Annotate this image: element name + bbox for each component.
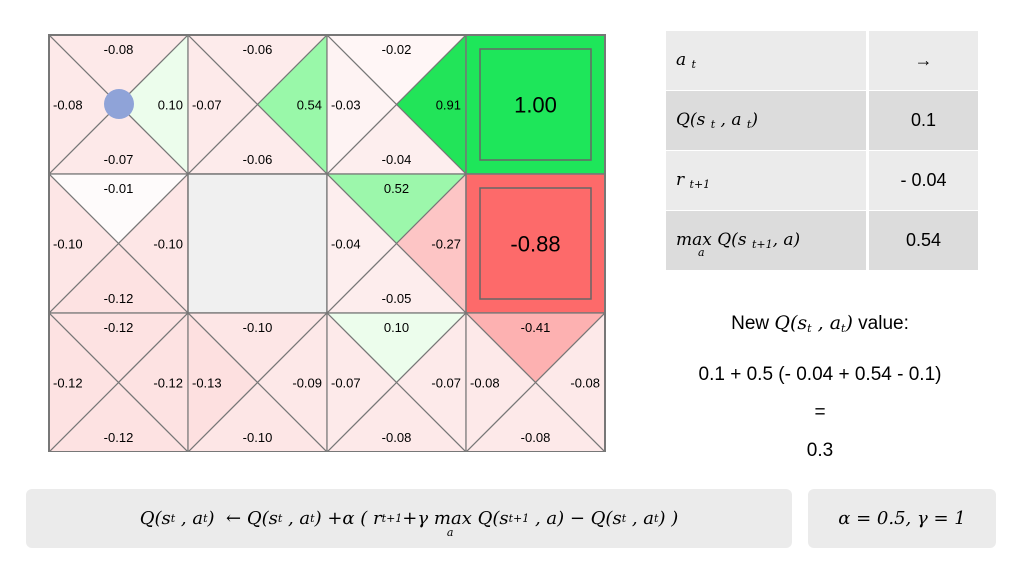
q-value-right: -0.12 [153,376,183,391]
grid-border [48,34,606,452]
q-value-right: -0.07 [431,376,461,391]
grid-cell-0-3: 1.00 [465,34,606,175]
q-value-left: -0.07 [331,376,361,391]
table-row-action: a t → [666,31,978,91]
q-triangle-left [187,311,259,452]
terminal-cell [465,34,606,175]
label-current-q: Q(s t , a t) [666,90,868,151]
q-value-right: -0.08 [570,376,600,391]
terminal-inner-frame [479,187,592,300]
q-value-down: -0.04 [382,152,412,167]
q-triangle-left [326,311,398,452]
q-value-up: 0.52 [384,181,409,196]
q-value-left: -0.13 [192,376,222,391]
terminal-inner-frame [479,48,592,161]
q-value-down: -0.12 [104,430,134,445]
grid-cell-1-1 [187,173,328,314]
update-values-table: a t → Q(s t , a t) 0.1 r t+1 - 0.04 max … [666,31,978,270]
terminal-cell [465,173,606,314]
value-reward: - 0.04 [866,150,978,211]
q-value-up: -0.41 [521,320,551,335]
grid-cell-1-0: -0.01 -0.10 -0.12 -0.10 [48,172,190,315]
q-value-left: -0.04 [331,237,361,252]
q-value-up: -0.06 [243,42,273,57]
q-triangle-left [326,172,398,315]
q-value-right: -0.09 [292,376,322,391]
grid-cell-1-2: 0.52 -0.27 -0.05 -0.04 [325,172,468,315]
q-value-up: -0.01 [104,181,134,196]
q-value-up: -0.12 [104,320,134,335]
grid-cell-0-1: -0.06 0.54 -0.06 -0.07 [186,34,329,176]
table-row-max-q: max a Q(s t+1, a) 0.54 [666,210,978,270]
q-value-right: 0.91 [436,98,461,113]
terminal-value: 1.00 [514,93,557,118]
grid-cell-1-3: -0.88 [465,173,606,314]
q-triangle-left [465,311,537,452]
grid-cell-2-2: 0.10 -0.07 -0.08 -0.07 [325,311,468,452]
value-max-q: 0.54 [866,210,978,270]
label-reward: r t+1 [666,150,868,211]
q-value-right: 0.54 [297,98,322,113]
q-value-left: -0.08 [470,376,500,391]
hyperparameters: α = 0.5, γ = 1 [808,489,996,548]
q-value-down: -0.06 [243,152,273,167]
value-current-q: 0.1 [866,90,978,151]
value-action: → [866,31,978,91]
q-value-grid: -0.080.10-0.07-0.08-0.060.54-0.06-0.07-0… [48,34,606,452]
q-value-down: -0.08 [521,430,551,445]
terminal-value: -0.88 [510,232,560,257]
table-row-reward: r t+1 - 0.04 [666,150,978,211]
q-value-up: -0.10 [243,320,273,335]
label-max-q: max a Q(s t+1, a) [666,210,868,270]
grid-cell-2-0: -0.12 -0.12 -0.12 -0.12 [48,311,190,452]
q-value-down: -0.05 [382,291,412,306]
grid-cell-2-1: -0.10 -0.09 -0.10 -0.13 [186,311,329,452]
equals-sign: = [814,402,826,423]
grid-cell-2-3: -0.41 -0.08 -0.08 -0.08 [464,311,606,452]
q-value-down: -0.07 [104,152,134,167]
q-value-left: -0.10 [53,237,83,252]
q-value-down: -0.10 [243,430,273,445]
grid-cell-0-2: -0.02 0.91 -0.04 -0.03 [325,34,468,176]
q-triangle-left [187,34,259,176]
update-expression: 0.1 + 0.5 (- 0.04 + 0.54 - 0.1) [698,364,942,385]
q-learning-update-formula: Q(s t , a t) ← Q(s t , a t) + α ( r t+1 + γ m… [26,489,792,548]
q-value-right: 0.10 [158,98,183,113]
table-row-current-q: Q(s t , a t) 0.1 [666,90,978,151]
q-value-left: -0.07 [192,98,222,113]
q-triangle-left [326,34,398,176]
q-value-up: -0.02 [382,42,412,57]
q-value-left: -0.08 [53,98,83,113]
q-value-left: -0.12 [53,376,83,391]
q-value-up: 0.10 [384,320,409,335]
new-q-heading: New Q(st , at) value: [731,312,909,335]
update-result: 0.3 [806,440,834,461]
q-value-right: -0.27 [431,237,461,252]
label-action: a t [666,31,868,91]
q-value-right: -0.10 [153,237,183,252]
grid-cell-0-0: -0.08 0.10 -0.07 -0.08 [48,34,190,176]
q-value-down: -0.08 [382,430,412,445]
q-value-up: -0.08 [104,42,134,57]
wall-cell [187,173,328,314]
q-value-down: -0.12 [104,291,134,306]
agent-marker [104,89,134,119]
q-value-left: -0.03 [331,98,361,113]
